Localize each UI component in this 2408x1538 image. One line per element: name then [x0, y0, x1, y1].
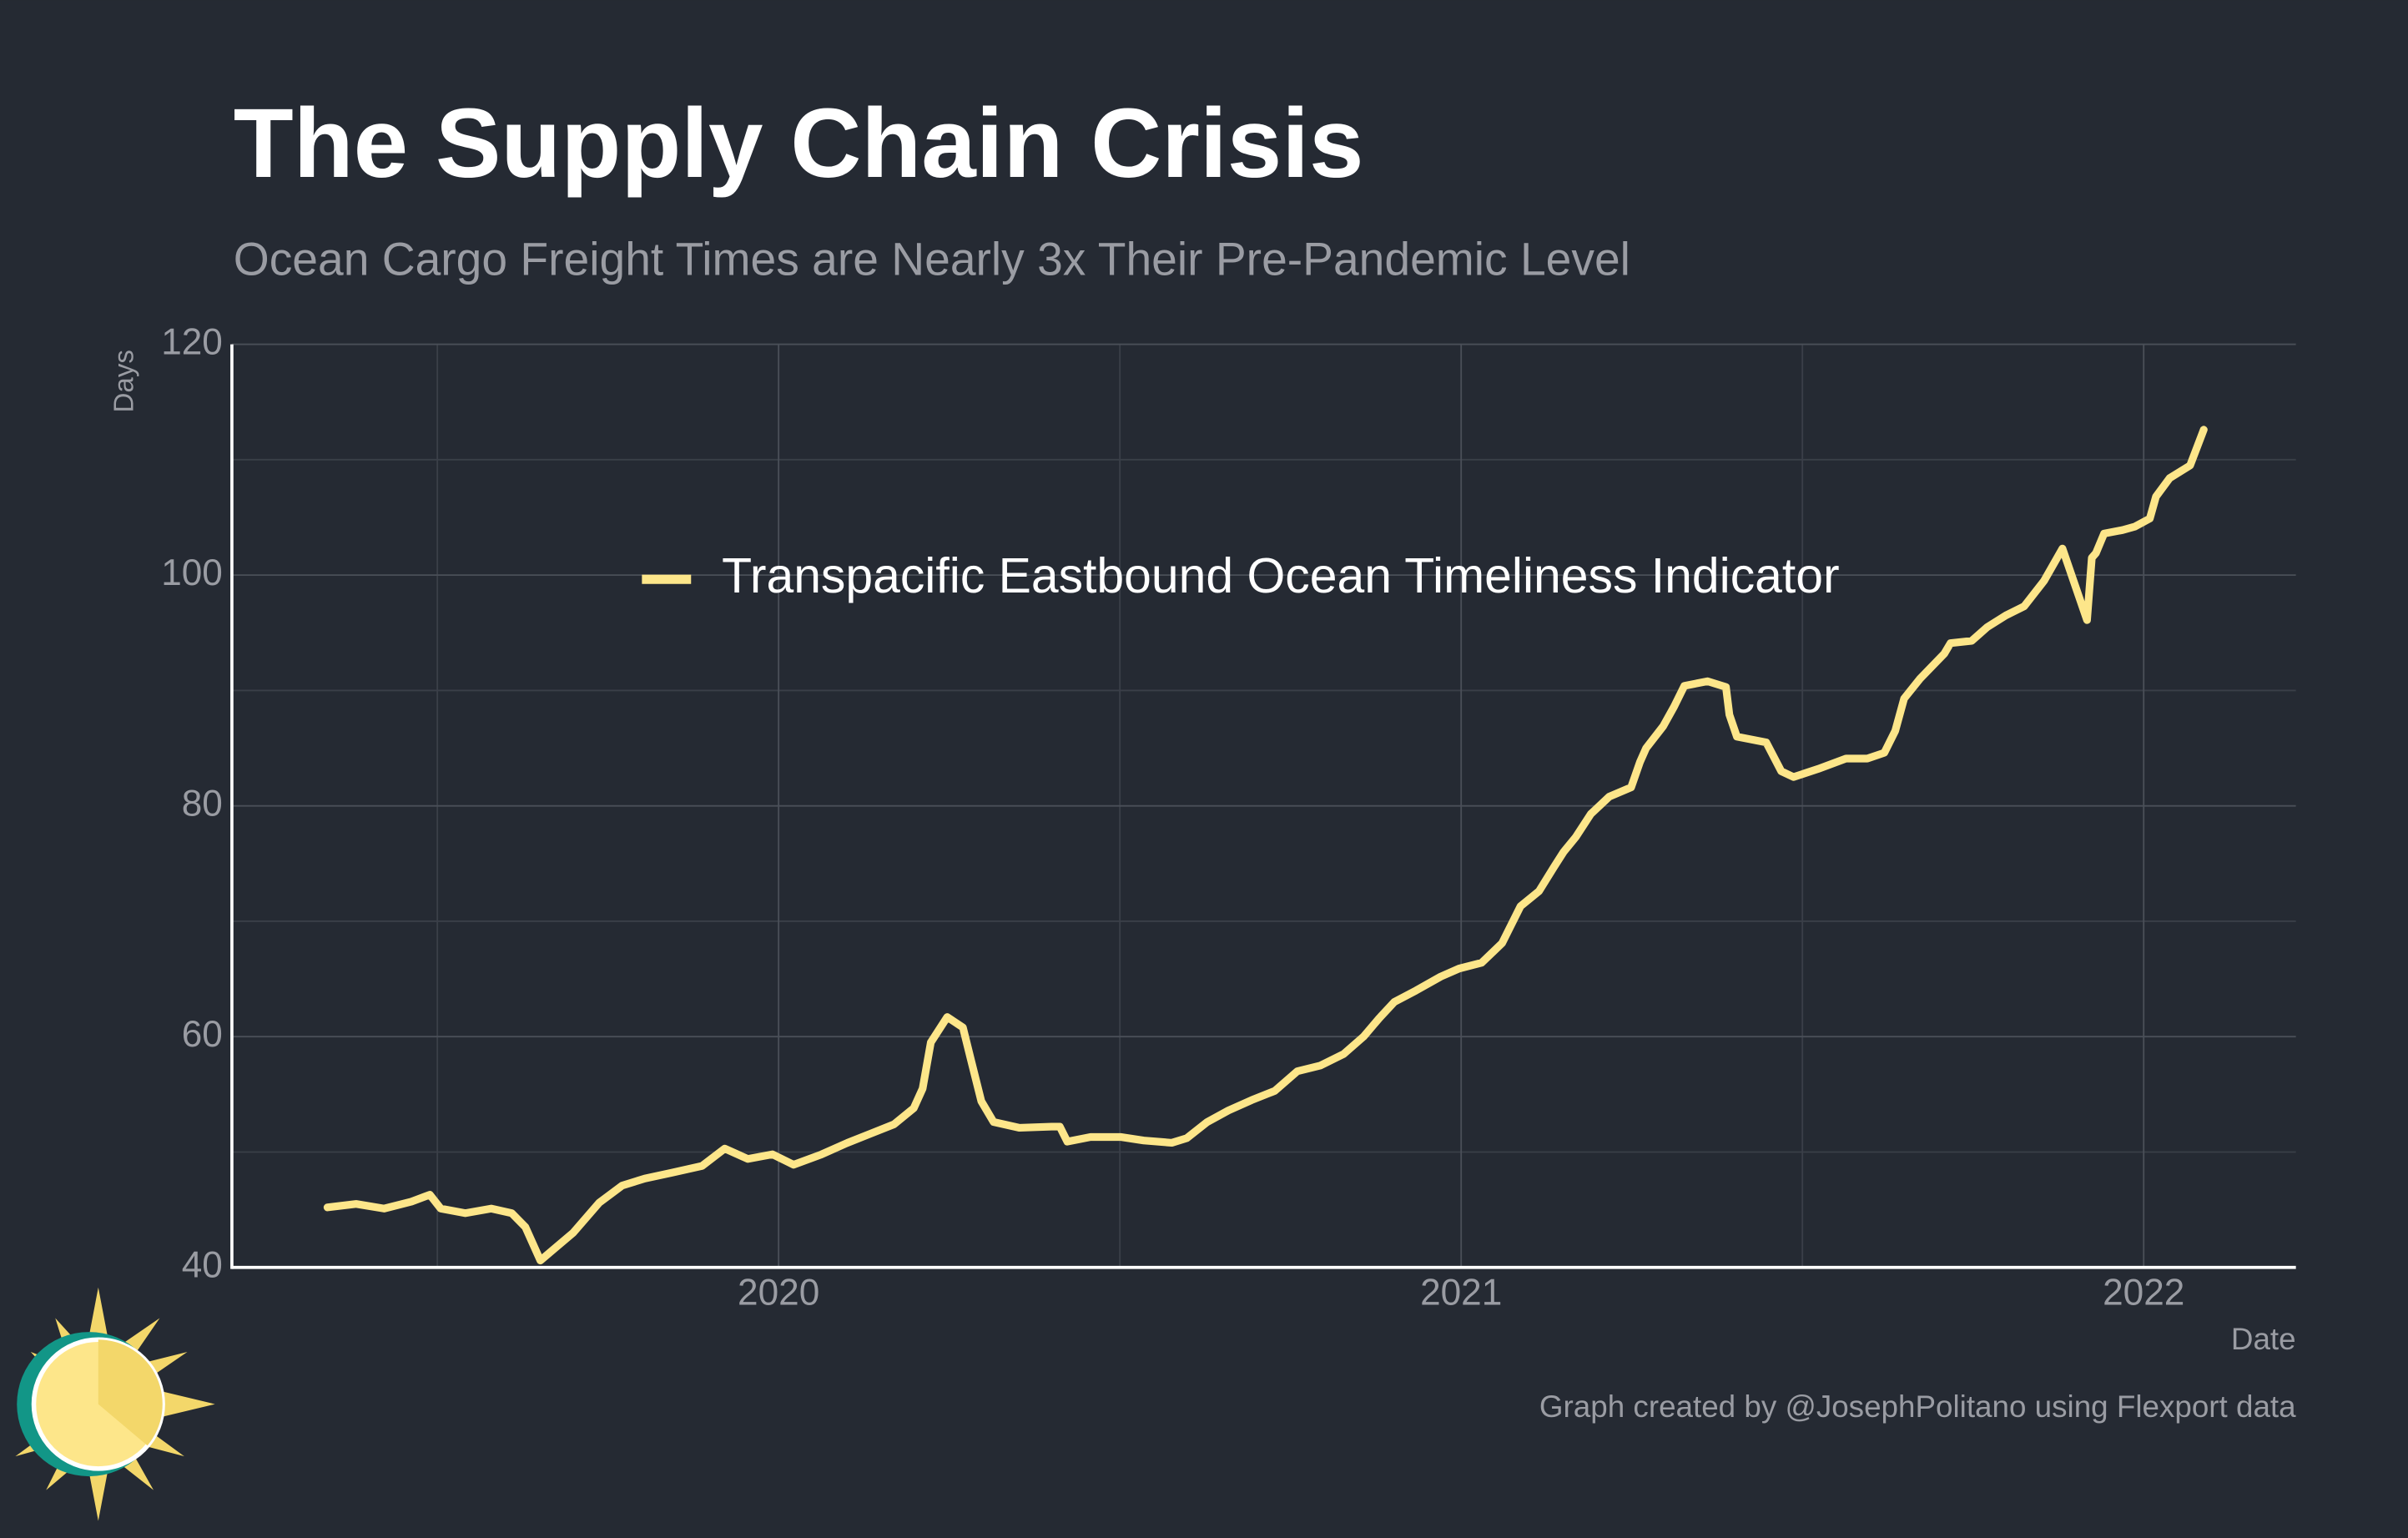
chart-title: The Supply Chain Crisis — [234, 88, 1364, 198]
data-line — [323, 426, 2208, 1265]
x-tick-label: 2022 — [2103, 1273, 2184, 1314]
y-tick-label: 80 — [182, 783, 223, 824]
x-tick-label: 2020 — [738, 1273, 819, 1314]
credit: Graph created by @JosephPolitano using F… — [1539, 1389, 2296, 1424]
y-tick-label: 100 — [161, 552, 223, 593]
logo-shade — [98, 1339, 163, 1446]
chart-subtitle: Ocean Cargo Freight Times are Nearly 3x … — [234, 234, 1630, 285]
x-tick-label: 2021 — [1420, 1273, 1502, 1314]
x-axis-label: Date — [2231, 1322, 2296, 1356]
y-axis-label: Days — [109, 350, 140, 412]
logo — [15, 1287, 215, 1521]
y-tick-label: 40 — [182, 1244, 223, 1285]
legend-label: Transpacific Eastbound Ocean Timeliness … — [722, 549, 1840, 603]
y-tick-label: 120 — [161, 321, 223, 362]
y-tick-label: 60 — [182, 1014, 223, 1055]
